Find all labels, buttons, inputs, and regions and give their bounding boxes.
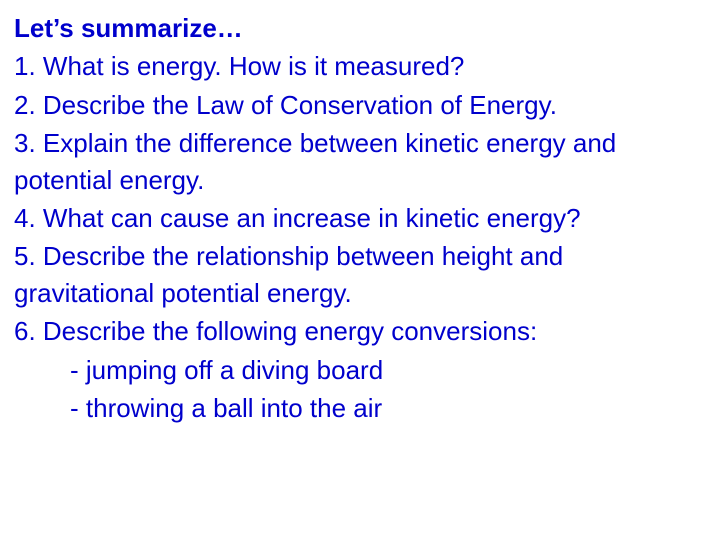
list-item: 1. What is energy. How is it measured?: [14, 48, 706, 84]
heading: Let’s summarize…: [14, 10, 706, 46]
list-item: 5. Describe the relationship between hei…: [14, 238, 706, 311]
list-item: 3. Explain the difference between kineti…: [14, 125, 706, 198]
list-item: 2. Describe the Law of Conservation of E…: [14, 87, 706, 123]
slide-content: Let’s summarize… 1. What is energy. How …: [14, 10, 706, 426]
sub-item: - jumping off a diving board: [14, 352, 706, 388]
sub-item: - throwing a ball into the air: [14, 390, 706, 426]
list-item: 4. What can cause an increase in kinetic…: [14, 200, 706, 236]
list-item: 6. Describe the following energy convers…: [14, 313, 706, 349]
